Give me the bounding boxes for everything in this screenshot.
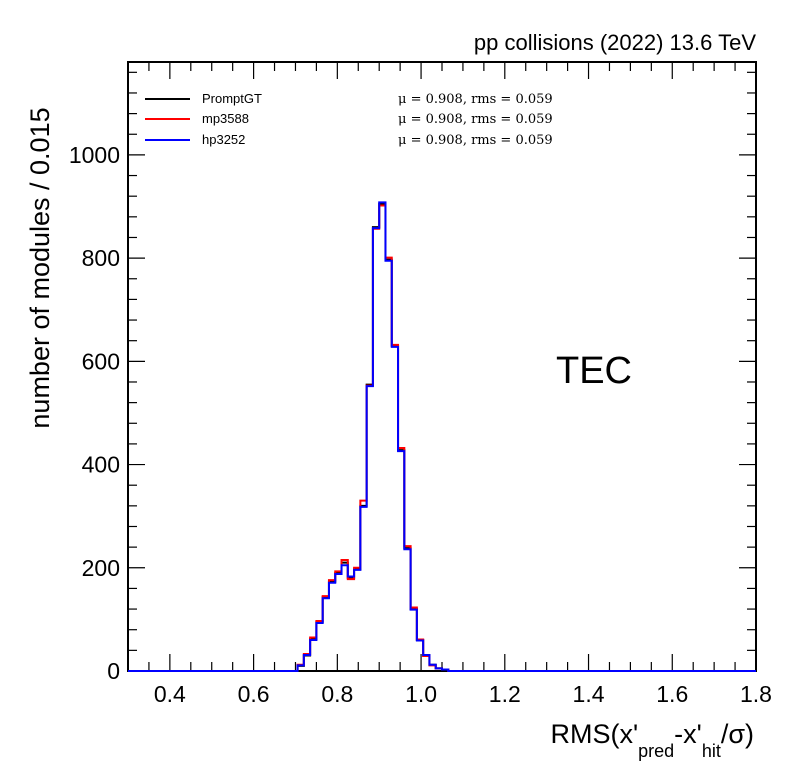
axis-ticks [127,62,757,672]
histogram-series [128,201,756,672]
region-label: TEC [556,350,632,392]
legend-stat: μ = 0.908, rms = 0.059 [398,133,553,148]
series-line-hp3252 [128,201,756,672]
x-axis-title-mid: -x' [674,719,702,749]
x-tick-label: 0.6 [238,681,270,707]
x-axis-title-base: RMS(x' [550,719,638,749]
y-tick-label: 400 [82,452,120,478]
x-tick-label: 1.6 [656,681,688,707]
series-line-PromptGT [128,202,756,672]
x-axis-title: RMS(x'pred-x'hit/σ) [550,719,754,761]
y-axis-title: number of modules / 0.015 [25,107,55,428]
series-line-mp3588 [128,204,756,672]
x-tick-labels: 0.4 0.6 0.8 1.0 1.2 1.4 1.6 1.8 [154,681,772,707]
y-tick-labels: 0 200 400 600 800 1000 [69,142,120,684]
legend-stat: μ = 0.908, rms = 0.059 [398,92,553,107]
x-axis-title-tail: /σ) [721,719,754,749]
x-axis-title-sub-hit: hit [702,741,721,761]
y-tick-label: 200 [82,555,120,581]
legend-stat: μ = 0.908, rms = 0.059 [398,112,553,127]
x-tick-label: 1.8 [740,681,772,707]
y-tick-label: 600 [82,348,120,374]
legend-label: PromptGT [202,91,262,106]
x-axis-title-sub-pred: pred [638,741,674,761]
y-tick-label: 1000 [69,142,120,168]
legend: PromptGT μ = 0.908, rms = 0.059 mp3588 μ = … [145,91,553,148]
x-tick-label: 1.2 [489,681,521,707]
y-tick-label: 0 [107,658,120,684]
y-tick-label: 800 [82,245,120,271]
legend-label: hp3252 [202,132,245,147]
header-title: pp collisions (2022) 13.6 TeV [474,30,756,55]
plot-frame [127,61,757,672]
x-tick-label: 0.4 [154,681,186,707]
x-tick-label: 1.4 [573,681,605,707]
x-tick-label: 1.0 [405,681,437,707]
legend-label: mp3588 [202,111,249,126]
x-tick-label: 0.8 [321,681,353,707]
